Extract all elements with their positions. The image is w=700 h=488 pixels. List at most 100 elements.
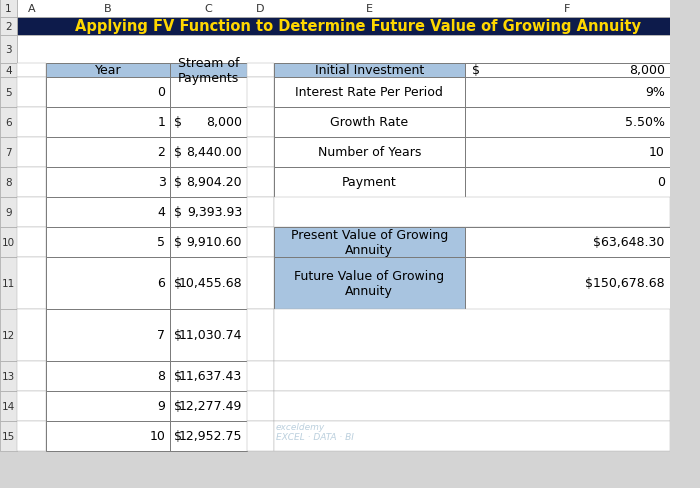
Text: $: $ [174,176,182,189]
Text: 0: 0 [158,86,165,99]
Bar [170,361,247,391]
Bar [46,421,170,451]
Text: 9: 9 [6,207,12,218]
Text: Initial Investment: Initial Investment [314,64,424,77]
Bar [465,258,670,309]
Text: Year: Year [94,64,121,77]
Bar [170,309,247,361]
Bar [247,168,274,198]
Text: E: E [366,4,373,14]
Text: 4: 4 [6,66,12,76]
Bar [170,198,247,227]
Text: 8: 8 [6,178,12,187]
Bar [46,138,170,168]
Bar [0,0,18,488]
Bar [0,361,18,391]
Bar [247,361,274,391]
Bar [465,138,670,168]
Text: 3: 3 [6,45,12,55]
Text: $: $ [174,429,182,443]
Bar [18,0,670,18]
Text: 8,000: 8,000 [629,64,665,77]
Text: 6: 6 [6,118,12,128]
Text: 8,904.20: 8,904.20 [186,176,242,189]
Bar [247,391,274,421]
Bar [465,0,670,18]
Text: $: $ [174,277,182,290]
Text: 9,910.60: 9,910.60 [186,236,242,249]
Bar [170,391,247,421]
Text: $: $ [473,64,480,77]
Bar [274,78,465,108]
Bar [0,18,18,36]
Bar [18,0,46,18]
Text: Growth Rate: Growth Rate [330,116,408,129]
Bar [170,78,247,108]
Bar [18,258,46,309]
Bar [46,309,170,361]
Bar [274,258,465,309]
Text: Present Value of Growing
Annuity: Present Value of Growing Annuity [290,228,448,257]
Bar [18,168,46,198]
Text: Future Value of Growing
Annuity: Future Value of Growing Annuity [294,269,444,297]
Text: 7: 7 [6,148,12,158]
Bar [274,309,670,361]
Text: 1: 1 [158,116,165,129]
Bar [247,0,274,18]
Text: 5.50%: 5.50% [625,116,665,129]
Text: 9%: 9% [645,86,665,99]
Text: $: $ [174,236,182,249]
Text: Number of Years: Number of Years [318,146,421,159]
Bar [274,64,465,78]
Text: 5: 5 [158,236,165,249]
Bar [18,36,670,64]
Bar [46,78,170,108]
Text: 10: 10 [2,238,15,247]
Text: 11: 11 [2,279,15,288]
Text: $63,648.30: $63,648.30 [594,236,665,249]
Text: 2: 2 [6,22,12,32]
Bar [247,227,274,258]
Text: D: D [256,4,265,14]
Text: $: $ [174,116,182,129]
Text: 10: 10 [649,146,665,159]
Text: $: $ [174,146,182,159]
Bar [0,0,670,18]
Bar [0,168,18,198]
Bar [274,198,670,227]
Text: Applying FV Function to Determine Future Value of Growing Annuity: Applying FV Function to Determine Future… [75,20,640,35]
Text: 6: 6 [158,277,165,290]
Text: 8: 8 [158,370,165,383]
Bar [46,108,170,138]
Bar [18,138,46,168]
Text: $: $ [174,370,182,383]
Text: 13: 13 [2,371,15,381]
Text: F: F [564,4,570,14]
Bar [247,64,274,78]
Text: $: $ [174,329,182,342]
Bar [274,138,465,168]
Bar [274,227,465,258]
Bar [46,198,170,227]
Bar [18,391,46,421]
Text: 9,393.93: 9,393.93 [187,206,242,219]
Text: C: C [204,4,212,14]
Bar [0,64,18,78]
Text: 4: 4 [158,206,165,219]
Text: $: $ [174,400,182,413]
Text: 5: 5 [6,88,12,98]
Bar [18,108,46,138]
Bar [247,78,274,108]
Bar [170,138,247,168]
Bar [465,64,670,78]
Bar [46,168,170,198]
Text: 3: 3 [158,176,165,189]
Text: Stream of
Payments: Stream of Payments [178,57,239,85]
Text: 10: 10 [150,429,165,443]
Bar [0,36,18,64]
Bar [170,108,247,138]
Bar [46,361,170,391]
Bar [274,361,670,391]
Bar [247,138,274,168]
Text: 1: 1 [6,4,12,14]
